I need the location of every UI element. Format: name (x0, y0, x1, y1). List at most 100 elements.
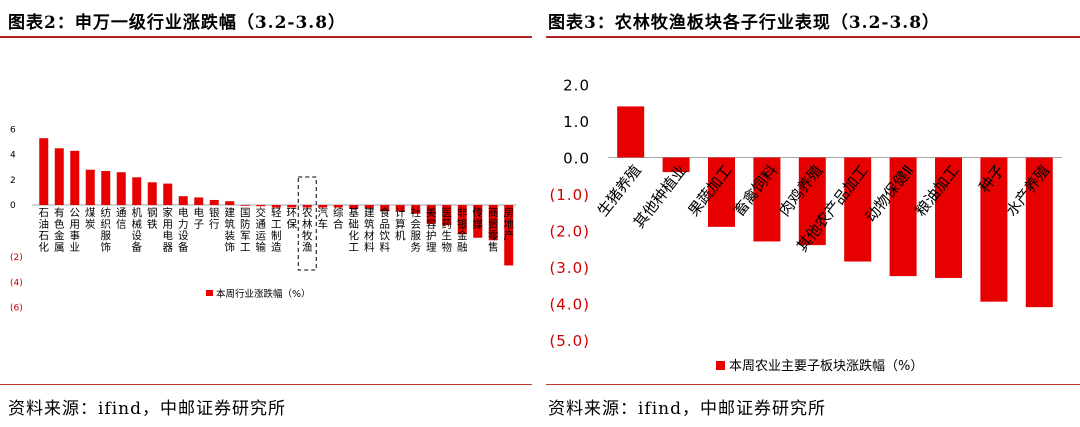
bar (504, 205, 514, 266)
category-label: 轻工制造 (271, 206, 282, 254)
y-tick-label: (1.0) (549, 186, 590, 204)
y-tick-label: 1.0 (563, 113, 590, 131)
y-tick-label: 2 (10, 176, 16, 186)
category-label: 环保 (287, 207, 298, 231)
legend-swatch (716, 361, 725, 370)
category-label: 基础化工 (349, 206, 360, 254)
industry-change-chart: 6 4 2 0 (2) (4) (6) 石油石化有色金属公用事业煤炭纺织服饰通信机械设备钢铁家… (10, 125, 517, 314)
y-tick-label: 6 (10, 125, 16, 135)
category-label: 电力设备 (178, 206, 189, 254)
category-label: 非银金融 (457, 207, 468, 254)
category-label: 农林牧渔 (302, 206, 313, 254)
category-label: 汽车 (318, 206, 329, 231)
bar (935, 157, 962, 278)
legend-label: 本周农业主要子板块涨跌幅（%） (729, 358, 923, 374)
category-label: 钢铁 (147, 206, 158, 231)
right-source-rule (546, 384, 1080, 385)
y-tick-label: (2.0) (549, 223, 590, 241)
bar (225, 201, 235, 205)
bar (488, 205, 498, 241)
bar (473, 205, 483, 238)
bar (426, 205, 436, 224)
bar (442, 205, 452, 226)
category-label: 建筑材料 (364, 206, 375, 254)
y-tick-label: 0.0 (563, 150, 590, 168)
bar (333, 205, 343, 208)
right-chart-title: 图表3：农林牧渔板块各子行业表现（3.2-3.8） (548, 13, 941, 33)
bar (617, 106, 645, 158)
bar (364, 205, 374, 209)
bar (240, 205, 250, 206)
bar (844, 157, 872, 262)
category-label: 有色金属 (54, 206, 65, 254)
y-tick-label: 2.0 (563, 77, 590, 95)
y-tick-label: (4.0) (549, 296, 590, 314)
category-label: 美容护理 (426, 206, 437, 254)
bar (147, 182, 157, 205)
y-tick-label: 4 (10, 151, 16, 161)
bar (980, 157, 1008, 302)
bar (798, 157, 826, 246)
category-label: 医药生物 (442, 207, 453, 254)
left-source-rule (0, 384, 532, 385)
bar (194, 197, 204, 205)
category-label: 机械设备 (132, 206, 143, 254)
category-label: 公用事业 (70, 207, 81, 254)
left-source-note: 资料来源：ifind，中邮证券研究所 (8, 399, 286, 419)
category-label: 社会服务 (411, 206, 422, 254)
category-label: 传媒 (473, 207, 484, 231)
bar (708, 157, 735, 227)
y-tick-label: 0 (10, 201, 16, 211)
category-label: 交通运输 (256, 206, 267, 254)
bar (209, 199, 219, 205)
bar (163, 183, 173, 205)
bar (287, 205, 297, 208)
bar (271, 205, 281, 208)
y-tick-label: (4) (10, 278, 23, 288)
bar (411, 205, 421, 214)
category-label: 房地产 (504, 206, 515, 242)
y-tick-label: (5.0) (549, 332, 590, 350)
y-tick-label: (3.0) (549, 259, 590, 277)
bar (662, 157, 690, 173)
bar (54, 148, 64, 205)
right-source-note: 资料来源：ifind，中邮证券研究所 (548, 399, 826, 419)
bar (349, 205, 359, 209)
legend-swatch (206, 290, 213, 296)
bar (302, 205, 312, 208)
category-label: 纺织服饰 (101, 206, 112, 254)
left-chart-title: 图表2：申万一级行业涨跌幅（3.2-3.8） (8, 13, 347, 33)
bar (70, 150, 80, 205)
highlight-box (297, 176, 317, 271)
category-label: 通信 (116, 207, 127, 231)
category-label: 家用电器 (163, 206, 174, 254)
left-title-rule (0, 36, 532, 38)
bar (116, 172, 126, 205)
category-label: 食品饮料 (380, 206, 391, 254)
bar (132, 177, 142, 205)
bar (85, 169, 95, 205)
bar (753, 157, 781, 242)
category-label: 石油石化 (39, 207, 50, 254)
y-tick-label: (6) (10, 304, 23, 314)
bar (457, 205, 467, 234)
category-label: 电子 (194, 206, 205, 231)
y-tick-label: (2) (10, 253, 23, 263)
category-label: 银行 (209, 206, 220, 231)
category-label: 计算机 (395, 206, 406, 242)
right-title-rule (546, 36, 1080, 38)
bar (380, 205, 390, 212)
category-label: 煤炭 (85, 206, 96, 231)
category-label: 综合 (333, 206, 344, 231)
bar (318, 205, 328, 208)
category-label: 国防军工 (240, 207, 251, 254)
bar (178, 196, 188, 205)
bar (101, 170, 111, 205)
category-label: 商贸零售 (488, 206, 499, 254)
bar (889, 157, 917, 277)
bar (1025, 157, 1053, 308)
bar (395, 205, 405, 212)
bar (256, 205, 266, 207)
category-label: 建筑装饰 (225, 206, 236, 254)
